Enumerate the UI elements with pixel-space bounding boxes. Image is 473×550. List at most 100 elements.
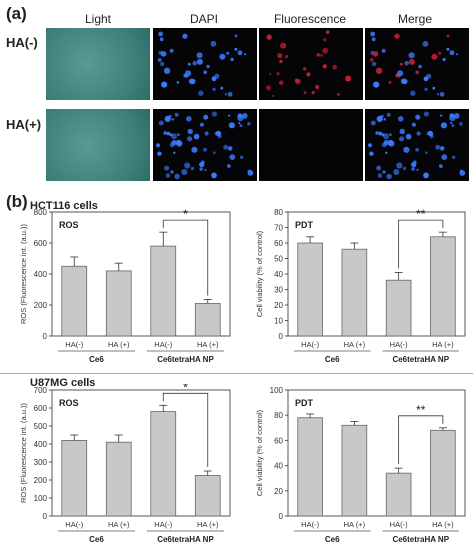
cell-dot <box>399 136 405 142</box>
cell-dot <box>375 131 379 135</box>
cell-dot <box>158 120 164 126</box>
cell-dot <box>315 84 320 90</box>
cell-dot <box>423 172 429 179</box>
cell-dot <box>244 53 247 56</box>
cell-dot <box>337 93 340 96</box>
significance-bracket <box>398 219 444 269</box>
cell-dot <box>230 57 234 62</box>
cell-dot <box>159 61 165 67</box>
y-tick-label: 400 <box>34 440 48 449</box>
category-label: HA (+) <box>344 340 366 349</box>
cell-dot <box>295 78 301 85</box>
cell-dot <box>196 58 203 65</box>
cell-dot <box>228 122 235 129</box>
cell-dot <box>163 67 171 74</box>
cell-dot <box>215 130 222 137</box>
cell-dot <box>375 67 383 74</box>
y-tick-label: 80 <box>274 208 283 217</box>
y-axis-label: Cell viability (% of control) <box>255 230 264 317</box>
cell-dot <box>431 53 438 60</box>
cell-dot <box>190 166 195 171</box>
cell-dot <box>393 169 400 175</box>
cell-dot <box>386 112 391 117</box>
cell-dot <box>399 128 405 135</box>
cell-dot <box>219 53 226 60</box>
cell-dot <box>446 34 450 38</box>
bar <box>385 472 412 517</box>
cell-dot <box>203 114 209 120</box>
category-label: HA(-) <box>65 340 83 349</box>
cell-dot <box>278 80 284 85</box>
category-label: HA(-) <box>301 520 319 529</box>
category-label: HA (+) <box>344 520 366 529</box>
cell-dot <box>383 133 389 140</box>
cell-dot <box>386 173 392 180</box>
chart-hct116-ros: 0 200 400 600 800 ROS (Fluorescence int. (a.u… <box>19 207 231 364</box>
cell-dot <box>266 34 272 40</box>
y-axis-label: ROS (Fluorescence int. (a.u.)) <box>19 223 28 324</box>
cell-dot <box>247 122 251 126</box>
cell-dot <box>369 151 374 156</box>
category-label: HA (+) <box>432 340 454 349</box>
cell-dot <box>223 144 229 150</box>
cell-dot <box>269 72 272 75</box>
y-tick-label: 80 <box>274 411 283 420</box>
cell-dot <box>280 42 287 49</box>
cell-dot <box>415 114 421 120</box>
cell-dot <box>432 86 436 90</box>
cell-dot <box>239 124 243 127</box>
y-tick-label: 600 <box>34 239 48 248</box>
chart-u87mg-ros: 0 100 200 300 400 500 600 700 ROS (Fluorescence … <box>19 384 231 544</box>
y-tick-label: 100 <box>270 386 284 395</box>
bar <box>105 441 132 517</box>
y-tick-label: 200 <box>34 476 48 485</box>
cell-dot <box>394 33 400 39</box>
micrograph-dapi-ha-minus <box>153 28 257 100</box>
y-tick-label: 30 <box>274 286 283 295</box>
column-header-dapi: DAPI <box>189 12 218 26</box>
cell-dot <box>367 143 373 148</box>
cell-dot <box>213 151 216 154</box>
cell-dot <box>171 140 177 146</box>
y-tick-label: 40 <box>274 270 283 279</box>
cell-dot <box>459 169 464 173</box>
cell-dot <box>370 120 376 126</box>
cell-dot <box>155 143 161 148</box>
bar <box>105 270 132 337</box>
cell-dot <box>161 81 168 88</box>
y-axis-label: ROS (Fluorescence int. (a.u.)) <box>19 402 28 503</box>
bar <box>150 245 177 337</box>
cell-dot <box>241 113 248 119</box>
cell-dot <box>411 122 416 127</box>
group-label: Ce6tetraHA NP <box>392 355 449 364</box>
cell-dot <box>211 76 217 82</box>
y-tick-label: 60 <box>274 436 283 445</box>
y-tick-label: 70 <box>274 224 283 233</box>
cell-dot <box>181 169 188 175</box>
cell-dot <box>203 147 207 152</box>
cell-dot <box>370 31 375 37</box>
cell-dot <box>424 87 428 91</box>
cell-dot <box>451 124 455 127</box>
cell-dot <box>415 147 419 152</box>
cell-dot <box>413 160 417 164</box>
cell-dot <box>188 78 195 85</box>
cell-dot <box>224 93 228 96</box>
cell-dot <box>410 90 416 96</box>
cell-dot <box>211 172 217 179</box>
cell-dot <box>440 114 443 117</box>
column-header-merge: Merge <box>397 12 432 26</box>
cell-dot <box>303 91 307 95</box>
cell-dot <box>228 114 231 117</box>
cell-dot <box>389 133 392 136</box>
chart-title: ROS <box>59 398 79 408</box>
significance-marker: * <box>183 207 188 221</box>
cell-dot <box>169 48 174 53</box>
bar <box>297 242 323 337</box>
cell-dot <box>422 40 429 47</box>
section-title-hct116: HCT116 cells <box>30 200 98 212</box>
category-label: HA (+) <box>432 520 454 529</box>
y-tick-label: 20 <box>274 487 283 496</box>
y-tick-label: 0 <box>279 332 284 341</box>
group-label: Ce6 <box>325 535 340 544</box>
